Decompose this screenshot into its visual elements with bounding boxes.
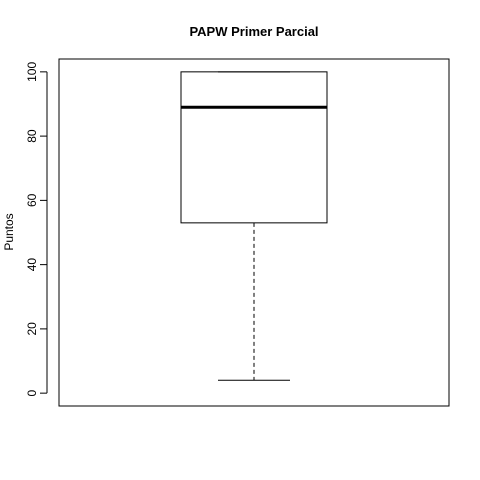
chart-title: PAPW Primer Parcial [189,24,318,39]
y-axis-label: Puntos [2,213,16,250]
box-iqr [180,71,328,224]
y-tick-label: 100 [25,62,39,82]
y-axis: 0 20 40 60 80 100 [25,62,48,396]
y-tick-label: 40 [25,258,39,272]
y-tick-label: 60 [25,193,39,207]
y-tick-label: 20 [25,322,39,336]
boxplot-group [180,71,328,381]
y-tick-label: 0 [25,389,39,396]
y-tick-label: 80 [25,129,39,143]
plot-frame [58,58,450,407]
